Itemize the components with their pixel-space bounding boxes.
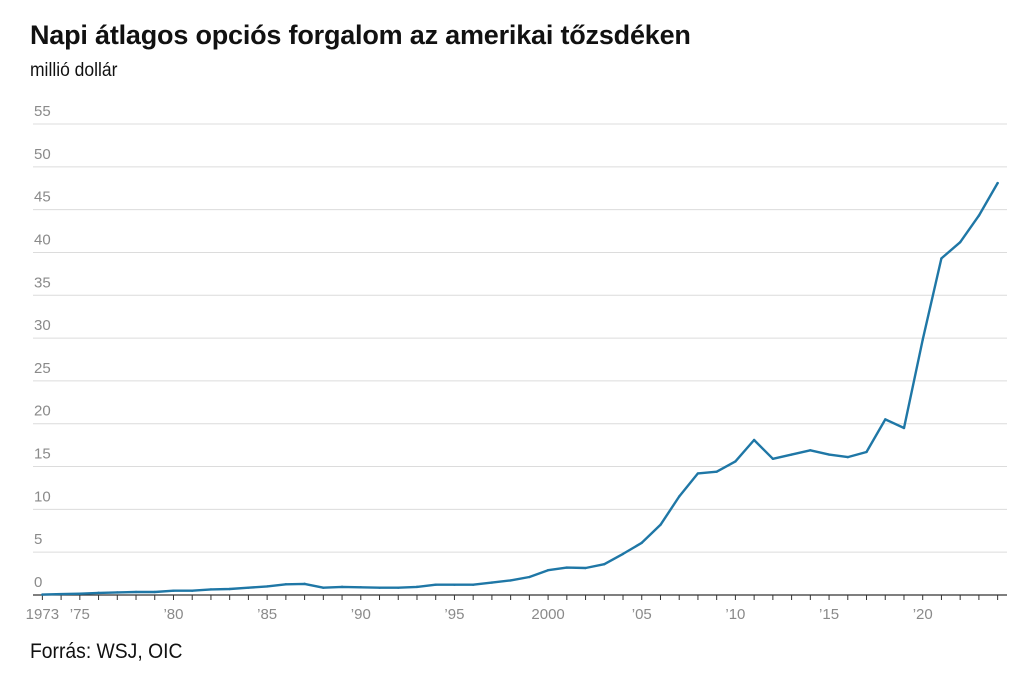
data-point [603,562,606,566]
data-point [378,586,381,589]
data-point [715,470,718,473]
data-point [528,575,531,579]
y-tick-label: 30 [34,317,51,334]
y-tick-label: 35 [34,274,51,291]
y-tick-label: 55 [34,103,51,120]
x-tick-label: ’75 [70,606,90,623]
data-point [340,585,344,589]
chart-title: Napi átlagos opciós forgalom az amerikai… [30,20,691,50]
data-point [958,240,962,244]
y-axis-unit-label: millió dollár [30,60,118,81]
data-point [921,338,924,342]
data-point [790,453,793,456]
data-point [153,590,156,594]
data-point [884,418,887,421]
series-line [41,181,999,596]
series-layer [41,181,999,596]
y-axis-labels: 0 5 10 15 20 25 30 35 40 45 50 55 [34,103,51,591]
data-point [265,585,269,588]
data-point [996,181,999,185]
data-point [41,593,44,596]
data-point [134,590,138,594]
x-tick-label: ’10 [725,606,745,623]
data-point [397,586,400,589]
data-point [434,583,437,586]
data-point [116,591,119,594]
data-point [471,583,475,586]
data-point [284,583,288,586]
data-point [78,592,82,595]
data-point [865,450,868,454]
x-tick-label: 1973 [26,606,59,623]
y-tick-label: 25 [34,360,51,377]
x-tick-label: ’85 [257,606,277,623]
data-point [490,581,494,584]
data-point [640,541,643,544]
data-point [696,472,700,475]
data-point [827,453,831,456]
x-tick-label: 2000 [531,606,564,623]
data-point [621,552,625,556]
data-point [509,579,512,582]
data-point [940,257,943,260]
x-tick-label: ’90 [351,606,371,623]
data-point [846,455,849,459]
data-point [59,592,63,596]
data-point [752,438,756,442]
data-point [565,566,569,569]
y-tick-label: 20 [34,403,51,420]
y-tick-label: 15 [34,446,51,463]
x-tick-label: ’80 [163,606,183,623]
data-point [809,449,812,452]
data-point [97,591,100,595]
data-point [322,586,325,589]
data-point [678,495,681,498]
data-point [734,460,737,463]
y-tick-label: 45 [34,189,51,206]
data-point [771,457,775,461]
data-point [546,568,550,572]
y-tick-label: 40 [34,231,51,248]
y-tick-label: 50 [34,146,51,163]
data-point [172,589,175,592]
data-point [584,566,587,570]
data-point [453,583,456,586]
data-point [247,586,250,589]
data-point [977,214,981,217]
data-point [902,426,906,430]
y-tick-label: 0 [34,574,42,591]
x-axis: 1973 ’75 ’80 ’85 ’90 ’95 2000 ’05 ’10 ’15 ’20 [26,594,1007,623]
x-tick-label: ’05 [632,606,652,623]
gridlines [33,123,1007,553]
x-tick-label: ’20 [913,606,933,623]
y-tick-label: 10 [34,488,51,505]
x-tick-label: ’15 [819,606,839,623]
data-point [303,582,306,586]
source-note: Forrás: WSJ, OIC [30,640,183,663]
data-point [228,587,231,591]
data-point [359,586,362,589]
data-point [209,588,213,591]
data-point [415,585,419,589]
x-tick-label: ’95 [444,606,464,623]
data-point [191,589,194,592]
y-tick-label: 5 [34,531,42,548]
data-point [659,523,662,526]
